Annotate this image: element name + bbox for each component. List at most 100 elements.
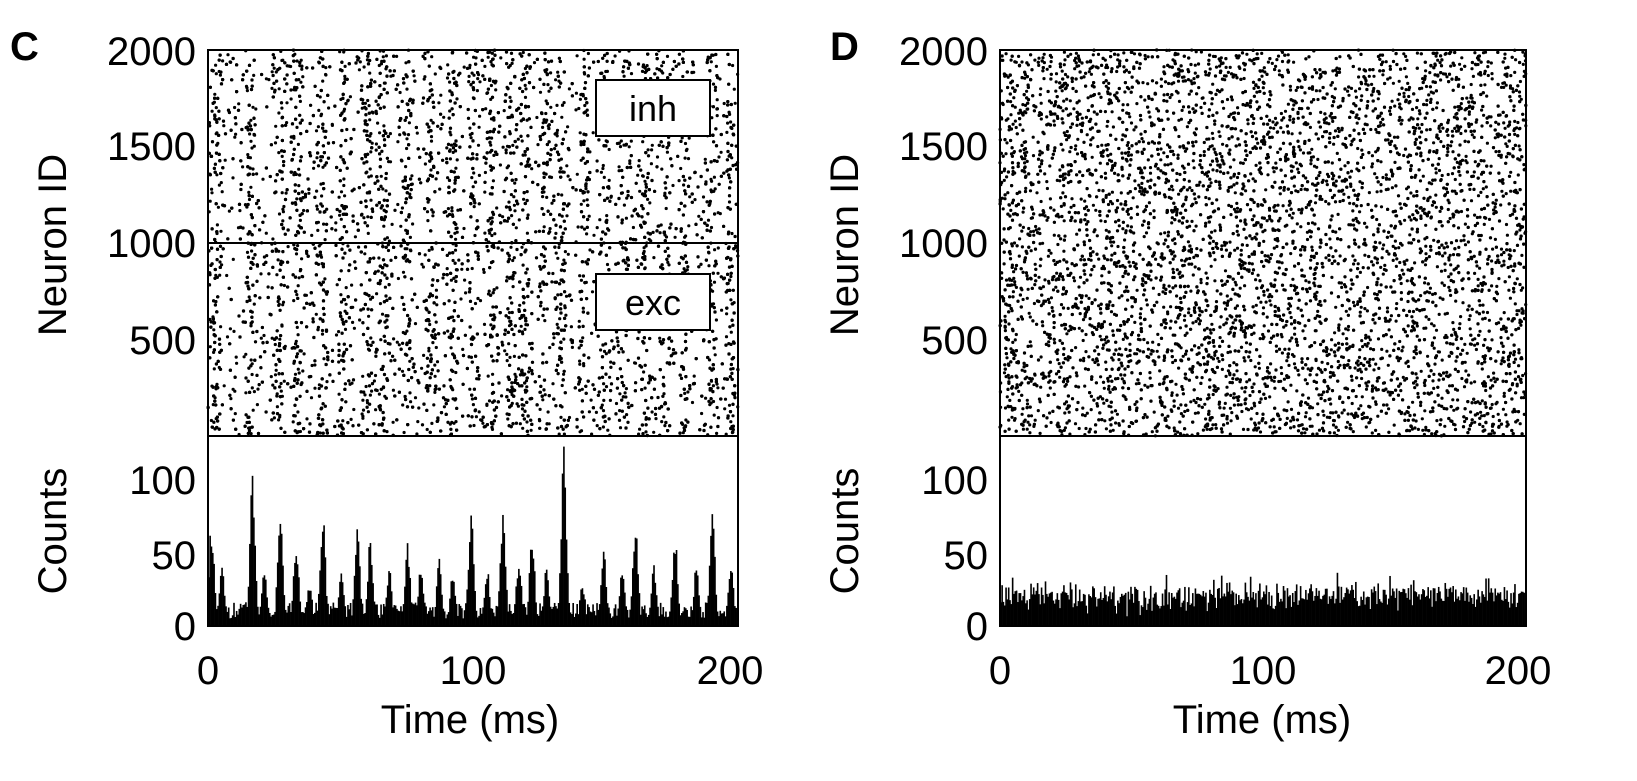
spike-dot [397,343,401,347]
spike-dot [602,382,606,386]
spike-dot [472,55,476,59]
spike-dot [271,237,275,241]
spike-dot [259,336,263,340]
spike-dot [372,379,376,383]
spike-dot [342,109,346,113]
spike-dot [451,150,455,154]
spike-dot [425,210,430,214]
spike-dot [731,367,735,371]
spike-dot [560,383,564,388]
spike-dot [692,374,696,378]
spike-dot [251,167,255,171]
spike-dot [559,157,564,161]
spike-dot [422,353,426,357]
spike-dot [269,375,273,379]
spike-dot [395,54,399,59]
spike-dot [683,235,687,239]
spike-dot [312,303,316,307]
spike-dot [428,322,432,327]
spike-dot [234,132,238,136]
spike-dot [406,133,411,137]
spike-dot [586,51,591,56]
spike-dot [525,420,529,424]
spike-dot [472,205,476,209]
spike-dot [506,388,510,392]
spike-dot [688,195,692,199]
spike-dot [727,176,732,180]
spike-dot [223,158,227,162]
spike-dot [624,216,629,220]
spike-dot [599,170,604,174]
spike-dot [542,282,546,286]
spike-dot [448,157,452,161]
spike-dot [484,107,488,111]
spike-dot [434,345,438,350]
spike-dot [429,168,433,172]
spike-dot [578,131,582,135]
spike-dot [526,160,530,164]
spike-dot [352,326,356,330]
panel-letter: C [10,25,39,69]
spike-dot [295,59,299,63]
spike-dot [591,131,595,135]
spike-dot [587,410,592,414]
spike-dot [564,294,569,298]
spike-dot [655,67,659,71]
spike-dot [405,137,409,141]
spike-dot [625,196,629,200]
spike-dot [307,191,311,195]
spike-dot [451,258,455,263]
spike-dot [400,369,405,373]
spike-dot [343,64,347,68]
spike-dot [214,63,218,67]
spike-dot [604,385,609,389]
spike-dot [491,305,495,309]
spike-dot [473,301,478,306]
spike-dot [320,328,325,333]
spike-dot [250,146,254,150]
spike-dot [538,282,542,286]
spike-dot [713,353,717,357]
spike-dot [708,403,712,407]
spike-dot [681,74,685,79]
spike-dot [664,235,669,239]
spike-dot [512,256,516,260]
spike-dot [296,244,300,248]
spike-dot [585,232,589,236]
spike-dot [618,392,622,396]
spike-dot [581,306,585,310]
spike-dot [709,60,713,64]
spike-dot [554,78,558,82]
spike-dot [469,136,473,140]
spike-dot [296,367,300,371]
spike-dot [464,291,468,295]
spike-dot [353,235,357,239]
spike-dot [554,251,558,255]
spike-dot [282,283,286,288]
spike-dot [314,312,318,316]
spike-dot [249,358,253,362]
spike-dot [384,189,388,193]
spike-dot [558,317,562,321]
spike-dot [679,166,683,171]
spike-dot [348,95,352,99]
spike-dot [294,339,298,343]
spike-dot [520,245,524,249]
spike-dot [233,135,237,139]
spike-dot [538,407,542,411]
spike-dot [567,415,572,420]
spike-dot [481,421,485,425]
spike-dot [413,322,418,326]
spike-dot [623,391,627,395]
spike-dot [368,118,372,122]
raster-panel-c: inh exc 500 1000 1500 2000 Neuron ID [31,30,740,438]
spike-dot [607,178,611,182]
spike-dot [380,59,384,64]
spike-dot [321,64,325,68]
spike-dot [665,150,670,154]
spike-dot [423,162,427,166]
spike-dot [453,248,458,252]
spike-dot [516,137,520,141]
spike-dot [666,260,670,264]
spike-dot [449,278,453,282]
